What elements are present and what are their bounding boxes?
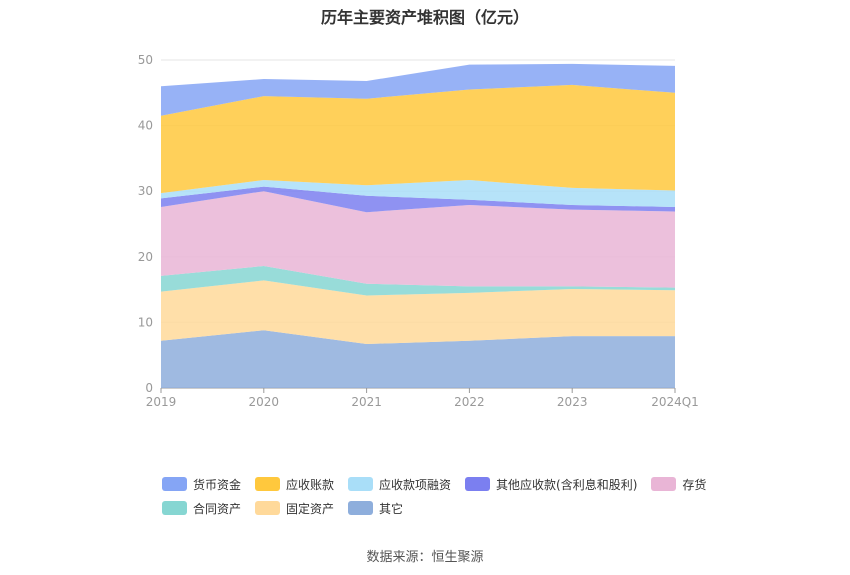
legend-label: 其它	[379, 501, 404, 516]
legend-item[interactable]: 其他应收款(含利息和股利)	[465, 476, 637, 493]
y-tick-label: 50	[138, 53, 153, 67]
legend-label: 应收账款	[286, 477, 335, 492]
legend-item[interactable]: 合同资产	[162, 500, 241, 517]
x-tick-label: 2024Q1	[651, 395, 699, 409]
chart-title: 历年主要资产堆积图（亿元）	[320, 8, 529, 27]
area-series	[161, 180, 675, 207]
legend-item[interactable]: 应收账款	[255, 476, 334, 493]
y-tick-label: 40	[138, 119, 153, 133]
data-source: 数据来源：恒生聚源	[366, 550, 484, 565]
legend-label: 固定资产	[286, 501, 335, 516]
legend-swatch	[465, 477, 491, 491]
area-series	[161, 191, 675, 288]
area-series	[161, 330, 675, 388]
legend-label: 存货	[682, 477, 707, 492]
x-tick-label: 2019	[146, 395, 177, 409]
legend-swatch	[348, 477, 374, 491]
y-tick-label: 30	[138, 184, 153, 198]
area-series	[161, 265, 675, 296]
x-tick-label: 2020	[249, 395, 280, 409]
legend-swatch	[162, 477, 187, 491]
legend-swatch	[255, 477, 281, 491]
legend-item[interactable]: 存货	[651, 476, 706, 493]
y-tick-label: 10	[138, 315, 153, 329]
x-tick-label: 2021	[351, 395, 382, 409]
chart-legend: 货币资金 应收账款 应收款项融资 其他应收款(含利息和股利) 存货 合同资产 固定资产 其它	[162, 472, 722, 520]
legend-row: 货币资金 应收账款 应收款项融资 其他应收款(含利息和股利) 存货	[162, 472, 722, 496]
y-tick-label: 0	[145, 381, 153, 395]
legend-swatch	[348, 501, 374, 515]
x-tick-label: 2022	[454, 395, 485, 409]
legend-swatch	[255, 501, 281, 515]
area-series	[161, 186, 675, 213]
legend-swatch	[162, 501, 187, 515]
y-tick-label: 20	[138, 250, 153, 264]
x-tick-label: 2023	[557, 395, 588, 409]
legend-row: 合同资产 固定资产 其它	[162, 496, 722, 520]
legend-item[interactable]: 固定资产	[255, 500, 334, 517]
legend-label: 合同资产	[193, 501, 242, 516]
legend-label: 应收款项融资	[379, 477, 452, 492]
legend-label: 货币资金	[193, 477, 242, 492]
legend-item[interactable]: 其它	[348, 500, 403, 517]
legend-label: 其他应收款(含利息和股利)	[496, 477, 638, 492]
legend-item[interactable]: 货币资金	[162, 476, 241, 493]
legend-item[interactable]: 应收款项融资	[348, 476, 451, 493]
area-series	[161, 63, 675, 116]
area-series	[161, 280, 675, 345]
area-series	[161, 84, 675, 194]
legend-swatch	[651, 477, 677, 491]
